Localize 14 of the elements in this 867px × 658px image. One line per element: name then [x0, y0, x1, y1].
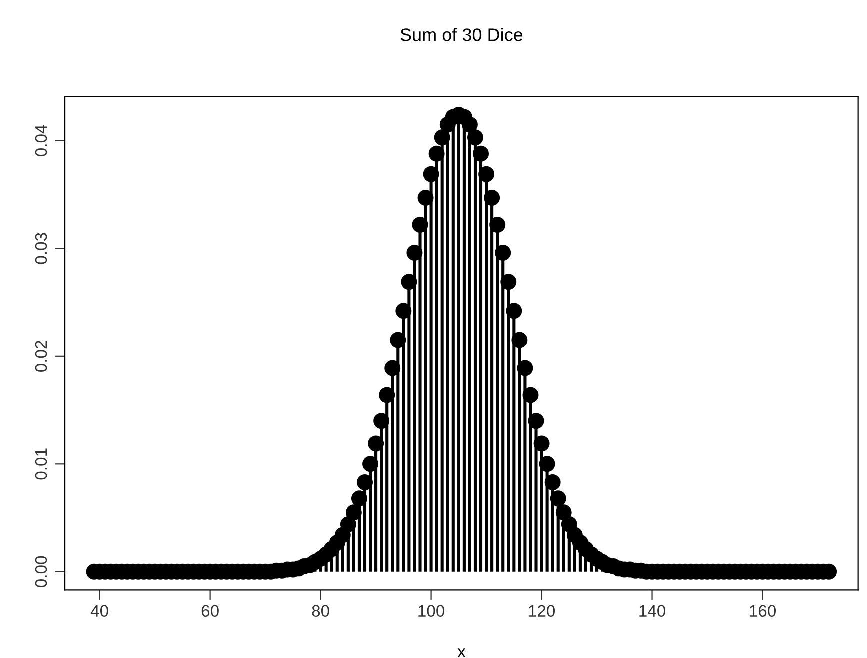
y-tick-label: 0.01 [35, 448, 48, 480]
x-tick-label: 40 [90, 605, 108, 618]
y-tick-label: 0.04 [35, 125, 48, 156]
y-tick-label: 0.02 [35, 341, 48, 372]
x-tick-label: 80 [312, 605, 330, 618]
x-tick-label: 160 [750, 605, 776, 618]
x-tick-label: 100 [418, 605, 445, 618]
x-tick-label: 60 [202, 605, 219, 618]
x-tick-label: 120 [529, 605, 556, 618]
y-tick-label: 0.03 [35, 233, 48, 264]
x-tick-label: 140 [640, 605, 666, 618]
x-axis-title: x [458, 648, 466, 658]
y-tick-label: 0.00 [35, 556, 48, 588]
chart-title: Sum of 30 Dice [400, 28, 523, 42]
